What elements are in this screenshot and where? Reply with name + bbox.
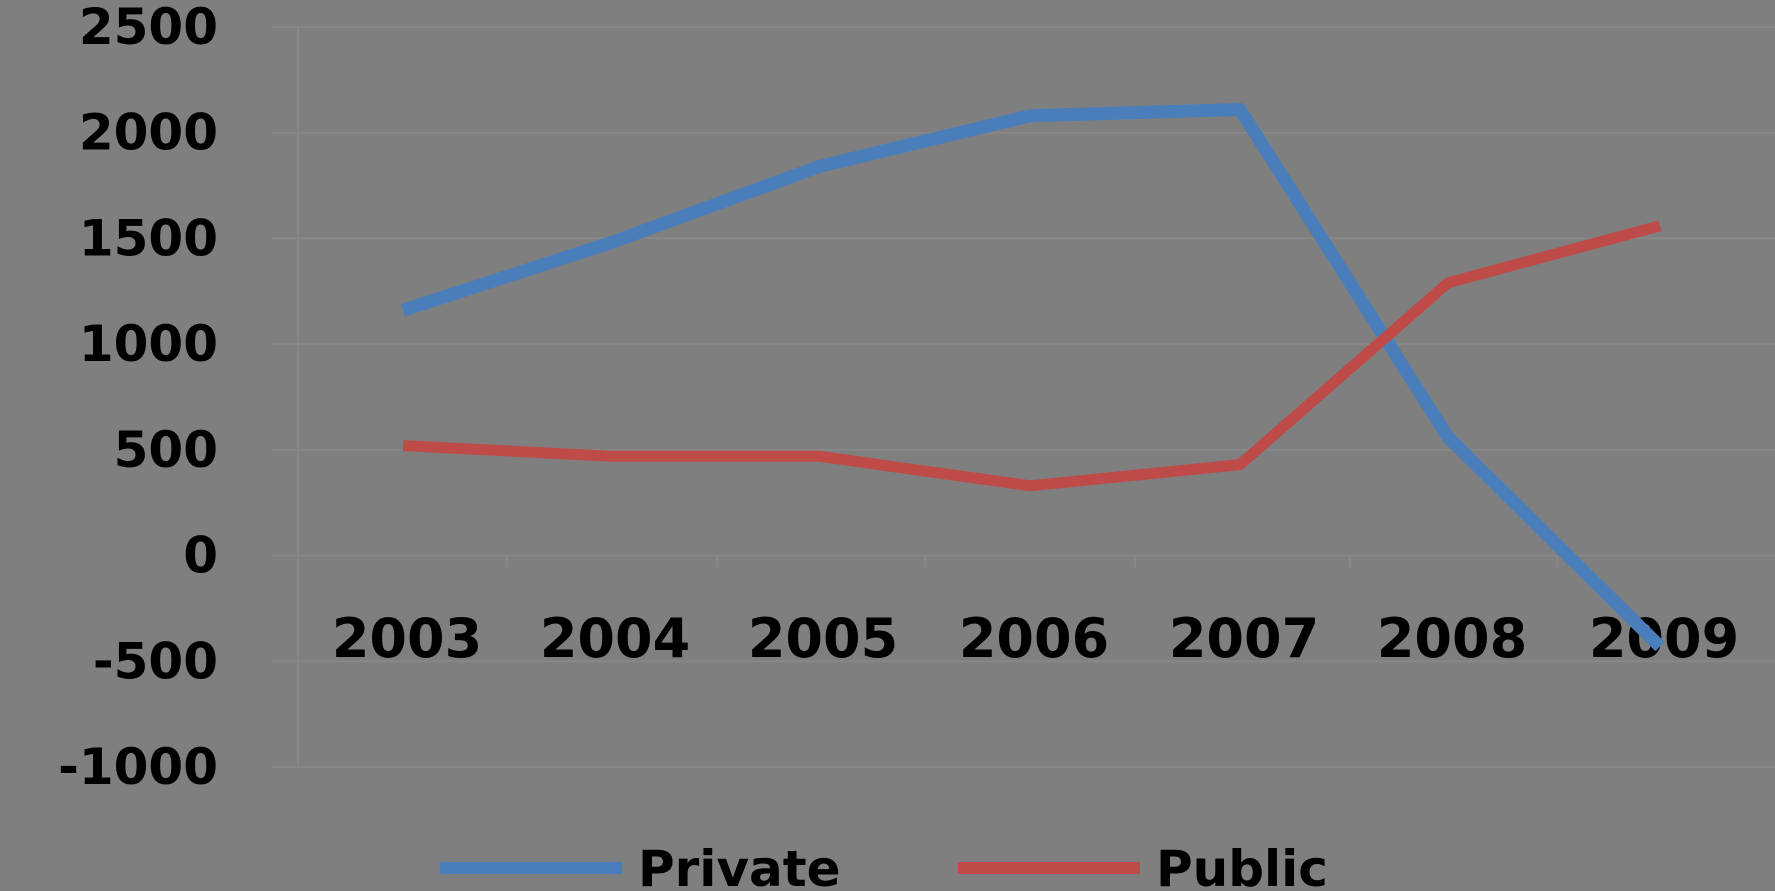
- legend-label: Private: [638, 840, 841, 891]
- series-line-public: [402, 220, 1662, 492]
- x-tick-label: 2005: [748, 607, 898, 670]
- x-tick-label: 2003: [332, 607, 482, 670]
- y-axis: 2500 2000 1500 1000 500 0 -500 -1000: [58, 0, 299, 796]
- y-tick-label: 2500: [79, 0, 218, 56]
- x-tick-label: 2006: [959, 607, 1109, 670]
- y-tick-label: 0: [183, 527, 218, 585]
- x-tick-label: 2008: [1377, 607, 1527, 670]
- x-tick-label: 2009: [1589, 607, 1739, 670]
- series-line-private: [400, 102, 1665, 652]
- legend: Private Public: [440, 840, 1328, 891]
- legend-item-public: Public: [958, 840, 1328, 891]
- y-tick-label: 1500: [79, 209, 218, 267]
- x-axis: 2003 2004 2005 2006 2007 2008 2009: [332, 555, 1739, 670]
- legend-item-private: Private: [440, 840, 841, 891]
- y-tick-label: -500: [93, 632, 218, 690]
- y-tick-label: 1000: [79, 315, 218, 373]
- y-tick-label: 500: [114, 421, 218, 479]
- y-tick-label: -1000: [58, 738, 218, 796]
- legend-label: Public: [1156, 840, 1328, 891]
- x-tick-label: 2007: [1169, 607, 1319, 670]
- series-layer: [400, 102, 1665, 652]
- x-tick-label: 2004: [540, 607, 690, 670]
- y-tick-label: 2000: [79, 104, 218, 162]
